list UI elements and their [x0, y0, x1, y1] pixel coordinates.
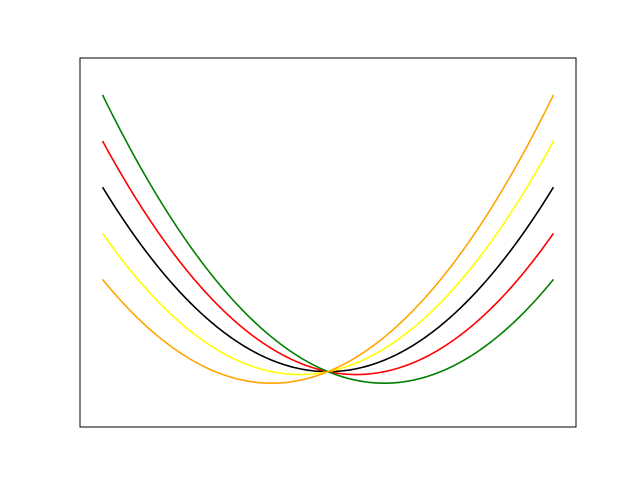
axes-frame: [79, 57, 577, 428]
series-layer: [101, 94, 555, 384]
series-line-4: [101, 94, 555, 384]
